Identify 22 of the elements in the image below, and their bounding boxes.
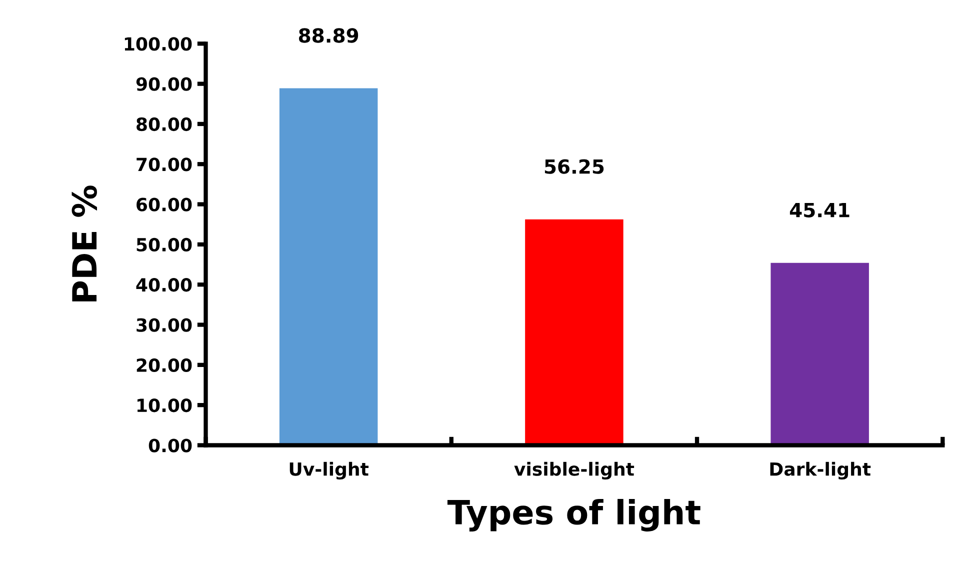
- x-axis-title: Types of light: [447, 498, 700, 532]
- y-tick-label: 50.00: [136, 238, 192, 252]
- bar: [525, 219, 624, 446]
- y-tick-label: 70.00: [136, 158, 192, 172]
- y-tick-label: 30.00: [136, 318, 192, 332]
- y-tick-label: 90.00: [136, 77, 192, 91]
- x-tick-label: Uv-light: [290, 462, 369, 480]
- data-label: 56.25: [544, 159, 604, 174]
- y-tick-label: 20.00: [136, 358, 192, 372]
- bar: [770, 262, 869, 446]
- data-label: 88.89: [299, 28, 358, 43]
- y-tick-label: 40.00: [136, 278, 192, 292]
- y-axis-title: PDE %: [72, 186, 97, 302]
- data-label: 45.41: [790, 202, 850, 218]
- bar: [279, 88, 378, 446]
- y-tick-label: 60.00: [136, 198, 192, 212]
- y-tick-label: 80.00: [136, 117, 192, 132]
- y-tick-label: 10.00: [137, 398, 192, 412]
- x-tick-label: visible-light: [514, 462, 634, 480]
- x-tick-label: Dark-light: [770, 462, 871, 480]
- y-tick-label: 0.00: [148, 438, 192, 452]
- y-tick-label: 100.00: [124, 37, 192, 51]
